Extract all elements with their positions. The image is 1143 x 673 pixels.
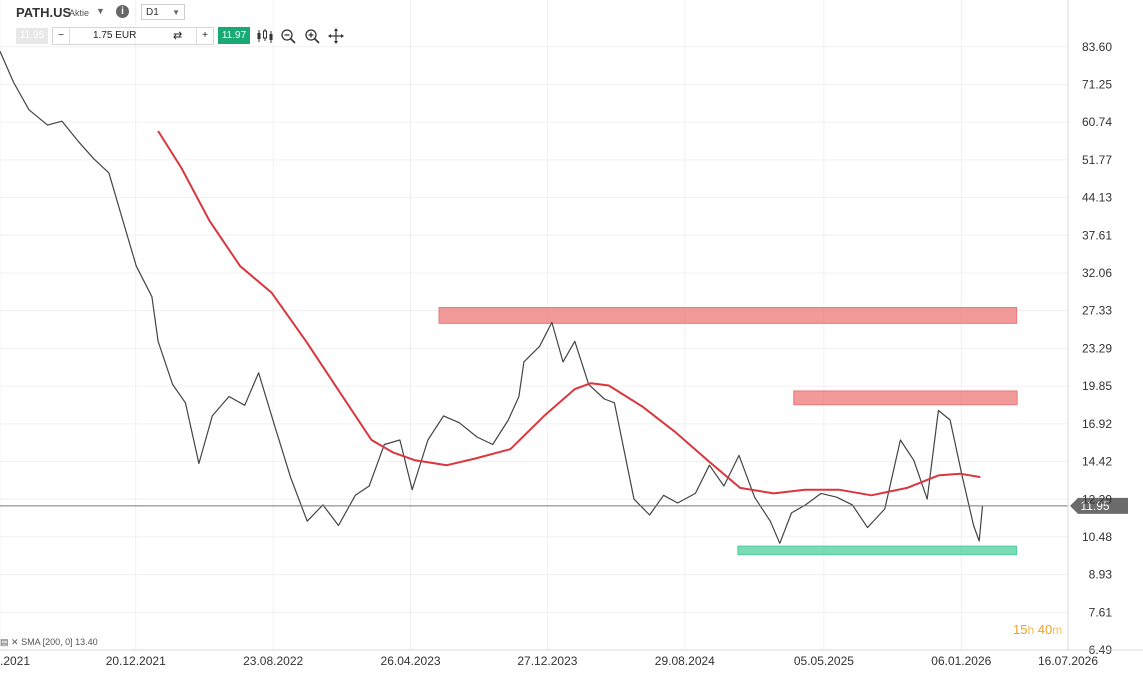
price-zone bbox=[737, 545, 1018, 556]
y-tick-label: 14.42 bbox=[1082, 455, 1112, 469]
x-tick-label: 06.01.2026 bbox=[931, 654, 991, 668]
close-icon[interactable]: ✕ bbox=[11, 637, 19, 647]
sma-indicator-label[interactable]: ▤ ✕ SMA [200, 0] 13.40 bbox=[0, 637, 98, 648]
y-tick-label: 44.13 bbox=[1082, 191, 1112, 205]
x-tick-label: 29.08.2024 bbox=[655, 654, 715, 668]
increase-button[interactable]: + bbox=[196, 28, 213, 44]
instrument-type-label: Aktie bbox=[69, 8, 90, 18]
y-tick-label: 32.06 bbox=[1082, 266, 1112, 280]
y-tick-label: 27.33 bbox=[1082, 304, 1112, 318]
swap-icon[interactable]: ⇄ bbox=[173, 30, 183, 42]
zoom-in-icon[interactable] bbox=[304, 28, 322, 44]
x-tick-label: 26.04.2023 bbox=[381, 654, 441, 668]
chevron-down-icon[interactable]: ▼ bbox=[96, 6, 105, 16]
current-price-label: 11.95 bbox=[1080, 499, 1109, 513]
candle-countdown: 15h 40m bbox=[1013, 622, 1062, 637]
y-tick-label: 12.29 bbox=[1082, 492, 1112, 506]
list-icon[interactable]: ▤ bbox=[0, 637, 9, 647]
zoom-out-icon[interactable] bbox=[280, 28, 298, 44]
x-tick-label: 20.12.2021 bbox=[106, 654, 166, 668]
x-tick-label: 27.12.2023 bbox=[517, 654, 577, 668]
y-tick-label: 16.92 bbox=[1082, 417, 1112, 431]
price-series-layer bbox=[0, 51, 984, 544]
sma-indicator-text: SMA [200, 0] 13.40 bbox=[21, 637, 98, 647]
price-zone bbox=[438, 306, 1018, 324]
quantity-value[interactable]: 1.75 EUR bbox=[93, 30, 137, 41]
y-tick-label: 7.61 bbox=[1089, 605, 1113, 619]
timer-minutes-unit: m bbox=[1052, 623, 1063, 637]
y-tick-label: 10.48 bbox=[1082, 530, 1112, 544]
y-tick-label: 51.77 bbox=[1082, 153, 1112, 167]
sma-line bbox=[157, 130, 981, 497]
x-axis: 21.04.2021 20.12.2021 23.08.2022 26.04.2023… bbox=[0, 649, 1143, 668]
ask-price-button[interactable]: 11.97 bbox=[218, 27, 250, 44]
y-tick-label: 19.85 bbox=[1082, 379, 1112, 393]
y-tick-label: 71.25 bbox=[1082, 78, 1112, 92]
sma-series-layer bbox=[157, 130, 981, 497]
timer-hours: 15 bbox=[1013, 622, 1028, 637]
move-icon[interactable] bbox=[328, 28, 346, 44]
timer-hours-unit: h bbox=[1027, 623, 1035, 637]
candles-icon[interactable] bbox=[256, 28, 274, 44]
timeframe-select[interactable]: D1 ▼ bbox=[141, 4, 185, 20]
bid-price-button[interactable]: 11.95 bbox=[16, 28, 48, 44]
timeframe-value: D1 bbox=[146, 7, 159, 18]
price-zone bbox=[793, 390, 1018, 406]
y-tick-label: 8.93 bbox=[1089, 568, 1113, 582]
x-tick-label: 05.05.2025 bbox=[794, 654, 854, 668]
chevron-down-icon: ▼ bbox=[172, 8, 180, 17]
quantity-stepper[interactable]: − 1.75 EUR ⇄ + bbox=[52, 27, 214, 45]
zone-layer bbox=[438, 306, 1018, 556]
y-tick-label: 83.60 bbox=[1082, 40, 1112, 54]
x-tick-label: 16.07.2026 bbox=[1038, 654, 1098, 668]
price-line bbox=[0, 51, 984, 544]
timer-minutes: 40 bbox=[1037, 622, 1053, 637]
current-price-badge bbox=[1070, 497, 1128, 514]
y-tick-label: 60.74 bbox=[1082, 115, 1112, 129]
symbol-label[interactable]: PATH.US bbox=[16, 5, 72, 20]
x-tick-label: 23.08.2022 bbox=[243, 654, 303, 668]
y-tick-label: 23.29 bbox=[1082, 341, 1112, 355]
y-axis: 83.60 71.25 60.74 51.77 44.13 37.61 32.06 27.33… bbox=[1067, 0, 1113, 657]
y-tick-label: 37.61 bbox=[1082, 228, 1112, 242]
current-price-layer: 11.95 bbox=[0, 497, 1128, 514]
x-tick-label: 21.04.2021 bbox=[0, 654, 30, 668]
decrease-button[interactable]: − bbox=[53, 28, 70, 44]
chart-toolbar: PATH.US Aktie ▼ i D1 ▼ 11.95 − 1.75 EUR … bbox=[0, 0, 1143, 48]
info-icon[interactable]: i bbox=[116, 5, 129, 18]
